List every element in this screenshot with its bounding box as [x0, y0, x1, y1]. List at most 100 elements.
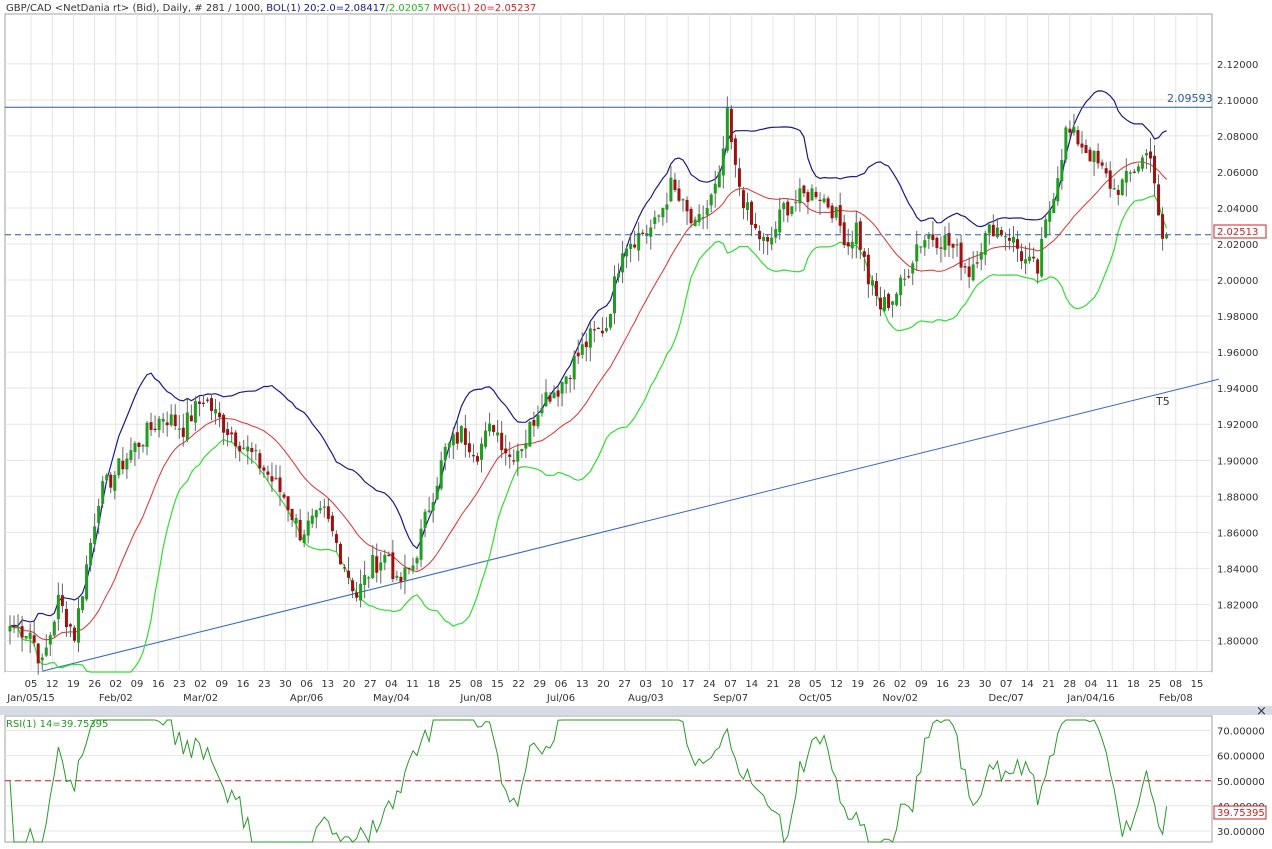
candle-body: [633, 244, 637, 248]
candle-body: [697, 214, 701, 223]
candle-body: [431, 502, 435, 511]
candle-body: [250, 447, 254, 453]
date-tick-day: 05: [809, 679, 822, 690]
candle-body: [1096, 150, 1100, 164]
price-tick-label: 2.12000: [1217, 60, 1258, 71]
candle-body: [850, 241, 854, 249]
candle-body: [903, 278, 907, 280]
candle-body: [858, 221, 862, 250]
date-tick-day: 29: [533, 679, 546, 690]
candle-body: [81, 596, 85, 611]
candle-body: [226, 429, 230, 435]
candle-body: [435, 485, 439, 500]
candle-body: [862, 251, 866, 257]
last-price-box: [1213, 224, 1267, 239]
date-tick-day: 15: [1191, 679, 1204, 690]
candle-body: [1080, 143, 1084, 148]
candle-body: [222, 414, 226, 433]
candle-body: [770, 237, 774, 245]
candle-body: [786, 201, 790, 216]
candle-body: [762, 236, 766, 241]
price-tick-label: 2.08000: [1217, 132, 1258, 143]
rsi-panel[interactable]: [4, 715, 1213, 843]
date-tick-day: 12: [46, 679, 59, 690]
date-axis-strip: [5, 672, 1212, 706]
date-tick-day: 16: [237, 679, 250, 690]
candle-body: [520, 448, 524, 452]
candle-body: [302, 534, 306, 544]
candle-body: [105, 474, 109, 481]
candle-body: [1028, 256, 1032, 261]
price-tick-label: 1.94000: [1217, 384, 1258, 395]
candle-body: [375, 556, 379, 573]
candle-body: [52, 621, 56, 636]
candle-body: [210, 398, 213, 412]
candle-body: [1136, 166, 1140, 172]
candle-body: [681, 199, 685, 201]
price-panel[interactable]: [4, 13, 1213, 673]
candle-body: [484, 430, 488, 447]
candle-body: [576, 352, 580, 357]
candle-body: [137, 442, 141, 447]
candle-body: [387, 554, 391, 556]
date-tick-day: 09: [131, 679, 144, 690]
candle-body: [68, 624, 72, 627]
candle-body: [600, 330, 604, 334]
candle-body: [1124, 170, 1128, 183]
date-tick-day: 09: [215, 679, 228, 690]
candle-body: [737, 168, 741, 187]
candle-body: [870, 280, 874, 286]
candle-body: [310, 515, 314, 524]
candle-body: [878, 297, 882, 310]
rsi-tick-label: 60.00000: [1217, 752, 1265, 763]
close-rsi-icon[interactable]: ×: [1256, 704, 1267, 719]
candle-body: [274, 478, 278, 480]
candle-body: [1140, 157, 1144, 169]
candle-body: [895, 293, 899, 306]
candle-body: [1016, 239, 1019, 249]
candle-body: [1003, 236, 1007, 238]
candle-body: [701, 217, 705, 219]
candle-body: [371, 554, 375, 579]
candle-body: [189, 415, 193, 422]
candle-body: [608, 313, 612, 328]
candle-body: [181, 427, 185, 437]
date-tick-day: 04: [1085, 679, 1098, 690]
candle-body: [1088, 149, 1092, 162]
candle-body: [443, 446, 447, 461]
candle-body: [1128, 172, 1132, 174]
last-price-label: 2.02513: [1217, 227, 1258, 238]
price-tick-label: 2.04000: [1217, 204, 1258, 215]
candle-body: [512, 460, 516, 462]
candle-body: [1056, 178, 1060, 202]
candle-body: [24, 635, 28, 639]
candle-body: [411, 565, 415, 571]
date-tick-day: 14: [745, 679, 758, 690]
candle-body: [999, 229, 1003, 236]
candle-body: [1092, 150, 1096, 162]
panel-separator[interactable]: [0, 706, 1272, 715]
candle-body: [314, 510, 318, 518]
candle-body: [524, 443, 528, 449]
candle-body: [177, 428, 181, 430]
candle-body: [395, 575, 399, 578]
price-tick-label: 1.82000: [1217, 600, 1258, 611]
candle-body: [754, 224, 758, 229]
candle-body: [971, 264, 975, 281]
candle-body: [846, 242, 850, 247]
candle-body: [653, 217, 657, 224]
candle-body: [234, 432, 238, 447]
candle-body: [153, 428, 157, 431]
trendline-t5[interactable]: [42, 378, 1220, 672]
candle-body: [12, 625, 16, 628]
candle-body: [427, 510, 431, 513]
candle-body: [157, 418, 161, 431]
header-bol-lower: /2.02057: [386, 3, 431, 14]
candle-body: [709, 194, 713, 206]
candle-body: [1052, 198, 1056, 213]
date-tick-day: 17: [682, 679, 695, 690]
candle-body: [161, 418, 165, 422]
date-tick-day: 12: [830, 679, 843, 690]
candle-body: [492, 425, 496, 432]
candle-body: [1068, 128, 1072, 133]
